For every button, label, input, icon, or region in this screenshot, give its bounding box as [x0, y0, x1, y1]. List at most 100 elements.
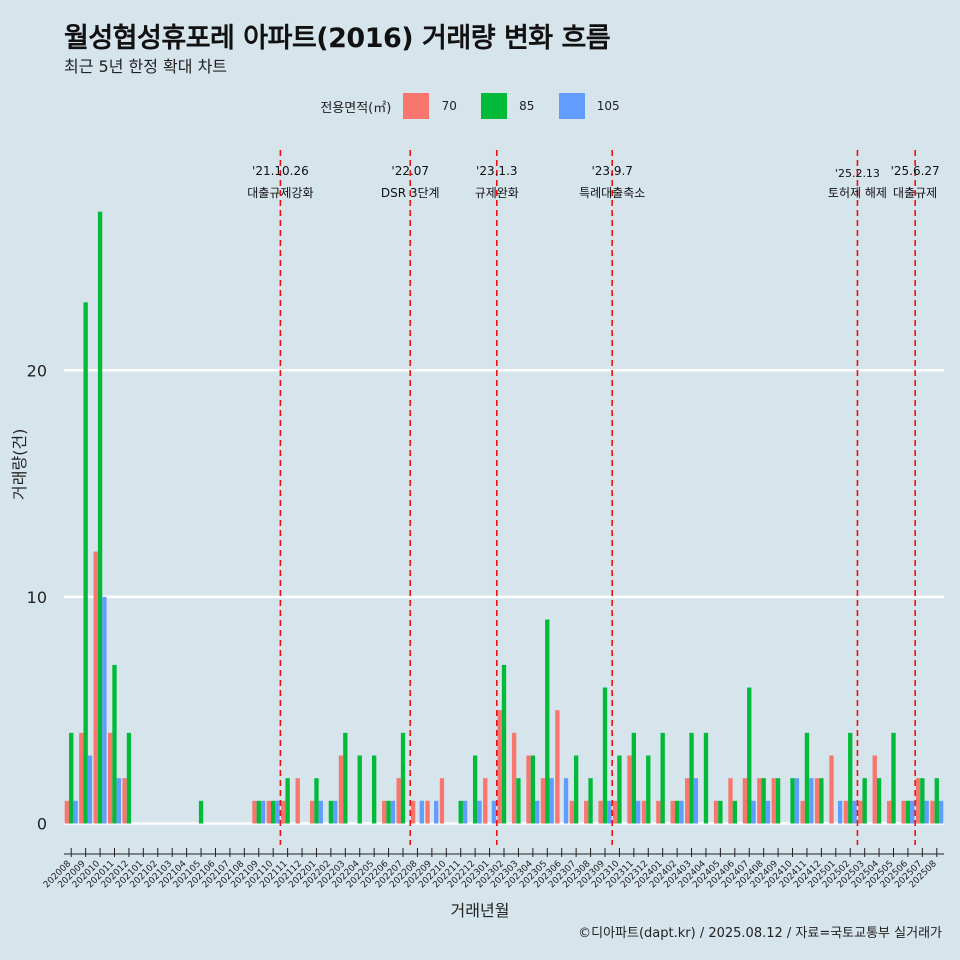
bar-105-202306	[563, 778, 569, 824]
bar-85-202502	[848, 732, 853, 824]
event-label: 토허제 해제	[828, 186, 887, 200]
legend-label-70: 70	[441, 99, 457, 113]
bar-70-202304	[526, 755, 531, 824]
bar-85-202302	[501, 664, 507, 824]
bar-105-202407	[751, 800, 756, 824]
bar-85-202503	[862, 778, 867, 824]
bar-85-202411	[804, 732, 810, 824]
bar-85-202207	[400, 732, 406, 824]
event-label: DSR 3단계	[381, 186, 440, 200]
event-label: 규제완화	[475, 186, 519, 200]
bar-105-202408	[765, 800, 771, 824]
bar-85-202206	[386, 800, 391, 824]
bar-85-202204	[357, 755, 362, 824]
bar-85-202304	[530, 755, 536, 824]
bar-70-202209	[425, 800, 430, 824]
bar-105-202501	[837, 800, 843, 824]
bar-70-202401	[656, 800, 661, 824]
bar-70-202112	[295, 778, 300, 824]
bar-70-202110	[266, 800, 272, 824]
bar-105-202507	[924, 800, 929, 824]
bar-105-202110	[275, 800, 280, 824]
event-date: '21.10.26	[252, 164, 309, 178]
bar-70-202307	[569, 800, 574, 824]
bar-85-202401	[660, 732, 665, 824]
bar-85-202412	[819, 778, 824, 824]
bar-105-202402	[679, 800, 684, 824]
bar-105-202403	[693, 778, 699, 824]
bar-105-202009	[87, 755, 93, 824]
bar-85-202009	[83, 302, 88, 824]
x-axis-label: 거래년월	[450, 901, 510, 920]
bar-105-202311	[636, 800, 641, 824]
bar-70-202302	[497, 710, 502, 824]
bar-85-202008	[69, 732, 74, 824]
bar-105-202212	[477, 800, 482, 824]
bar-85-202504	[876, 778, 882, 824]
bar-70-202505	[887, 800, 892, 824]
bar-85-202404	[703, 732, 709, 824]
event-date: '23.9.7	[591, 164, 632, 178]
bar-70-202309	[598, 800, 603, 824]
event-label: 대출규제	[893, 186, 937, 200]
bar-105-202011	[116, 778, 121, 824]
legend-key-105	[558, 93, 585, 119]
bar-105-202008	[73, 800, 78, 824]
bar-85-202110	[271, 800, 276, 824]
bar-105-202109	[260, 800, 266, 824]
bar-70-202408	[757, 778, 762, 824]
bar-105-202410	[794, 778, 800, 824]
bar-85-202202	[328, 800, 334, 824]
bar-105-202411	[809, 778, 814, 824]
bar-85-202012	[126, 732, 132, 824]
bar-70-202111	[281, 800, 286, 824]
bar-85-202109	[256, 800, 261, 824]
bar-85-202205	[372, 755, 377, 824]
bar-85-202305	[545, 619, 550, 824]
bar-70-202306	[555, 710, 560, 824]
bar-85-202311	[631, 732, 636, 824]
event-label: 대출규제강화	[247, 186, 313, 200]
bar-70-202305	[540, 778, 546, 824]
bar-70-202507	[915, 778, 921, 824]
chart-subtitle: 최근 5년 한정 확대 차트	[64, 57, 228, 76]
bar-70-202402	[670, 800, 675, 824]
bar-70-202008	[64, 800, 70, 824]
bar-85-202505	[891, 732, 896, 824]
bar-85-202212	[472, 755, 478, 824]
bar-70-202311	[627, 755, 632, 824]
bar-70-202308	[584, 800, 589, 824]
bar-85-202410	[790, 778, 795, 824]
bar-85-202303	[516, 778, 521, 824]
bar-70-202407	[742, 778, 748, 824]
bar-70-202503	[858, 800, 863, 824]
bar-105-202209	[434, 800, 439, 824]
legend-label-85: 85	[519, 99, 535, 113]
event-label: 특례대출축소	[579, 186, 645, 200]
bar-85-202312	[646, 755, 651, 824]
bar-105-202211	[462, 800, 468, 824]
bar-85-202201	[314, 778, 319, 824]
legend: 전용면적(㎡) 70 85 105	[0, 93, 960, 119]
bar-85-202403	[689, 732, 694, 824]
bar-85-202010	[97, 211, 103, 824]
bar-85-202408	[761, 778, 766, 824]
bar-85-202211	[458, 800, 463, 824]
bar-70-202206	[382, 800, 387, 824]
y-tick-label: 10	[27, 588, 47, 607]
bar-85-202406	[732, 800, 737, 824]
bar-70-202210	[439, 778, 445, 824]
bar-70-202403	[685, 778, 690, 824]
bar-70-202010	[93, 551, 98, 824]
bar-70-202208	[410, 800, 416, 824]
bar-85-202307	[573, 755, 579, 824]
bar-70-202409	[771, 778, 776, 824]
legend-key-85	[481, 93, 508, 119]
event-date: '23.1.3	[476, 164, 517, 178]
bar-105-202506	[910, 800, 915, 824]
bar-70-202303	[511, 732, 517, 824]
bar-70-202012	[122, 778, 127, 824]
bar-70-202412	[814, 778, 820, 824]
source-caption: ©디아파트(dapt.kr) / 2025.08.12 / 자료=국토교통부 실…	[578, 926, 942, 941]
bar-105-202206	[390, 800, 396, 824]
